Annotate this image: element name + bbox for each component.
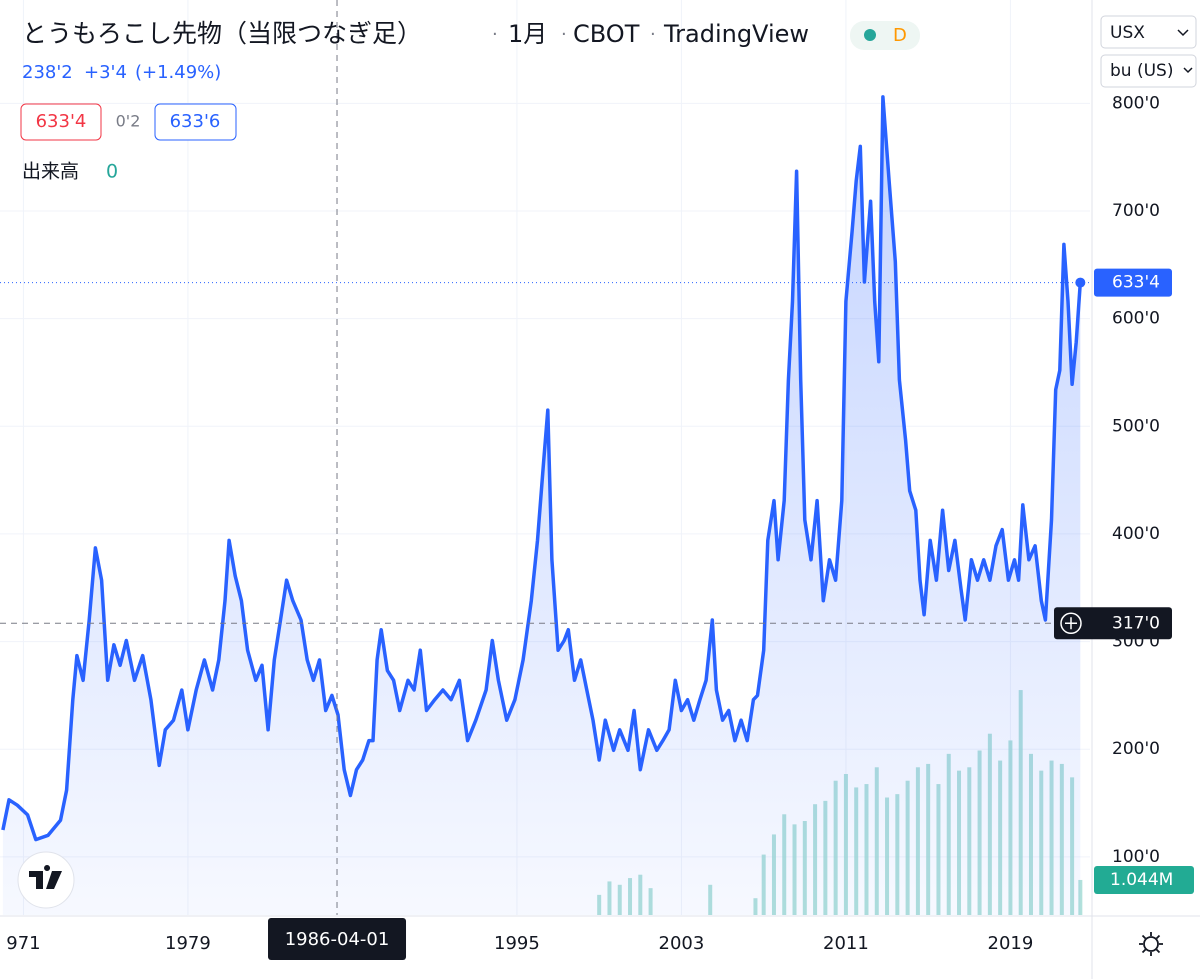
crosshair-date: 1986-04-01 — [285, 929, 390, 950]
x-tick-label: 1979 — [165, 933, 211, 954]
ask-box[interactable] — [154, 103, 237, 141]
tv-logo[interactable] — [17, 851, 75, 909]
price-pane — [0, 95, 1090, 915]
x-tick-label: 1995 — [494, 933, 540, 954]
volume-last-label: 1.044M — [1110, 870, 1173, 890]
last-price-tag — [1094, 268, 1172, 297]
unit: bu (US) — [1110, 61, 1173, 81]
volume-bar — [1078, 879, 1083, 915]
axes: 100'0200'0300'0400'0500'0600'0700'0800'0… — [6, 93, 1194, 954]
bid: 633'4 — [36, 111, 87, 132]
y-tick-label: 600'0 — [1112, 309, 1160, 329]
last-price-label: 633'4 — [1112, 273, 1160, 293]
ask: 633'6 — [170, 111, 221, 132]
change-pct: (+1.49%) — [135, 62, 221, 83]
price-line — [1, 95, 1083, 842]
data-source: TradingView — [663, 20, 809, 48]
volume-legend: 出来高 — [22, 161, 79, 183]
chevron — [1183, 67, 1193, 74]
last-point — [1075, 277, 1086, 288]
crosshair-price: 317'0 — [1112, 613, 1160, 633]
change-price: 238'2 — [22, 62, 73, 83]
exchange: CBOT — [573, 20, 640, 48]
unit-dropdown[interactable] — [1100, 54, 1197, 88]
market-dot — [864, 29, 876, 41]
add-button[interactable] — [1060, 612, 1082, 635]
y-tick-label: 100'0 — [1112, 847, 1160, 867]
tv-logo-mark — [29, 865, 62, 889]
crosshair: 1986-04-01 317'0 — [0, 0, 1172, 960]
separator: · — [561, 24, 567, 45]
crosshair-date-box — [268, 918, 407, 960]
add-icon — [1065, 617, 1077, 630]
chevron — [1177, 29, 1189, 37]
currency-dropdown[interactable] — [1100, 15, 1197, 49]
bid-box[interactable] — [20, 103, 102, 141]
x-tick-label: 2003 — [659, 933, 705, 954]
separator: · — [650, 24, 656, 45]
volume-tag — [1094, 865, 1194, 894]
currency: USX — [1110, 23, 1145, 43]
y-tick-label: 200'0 — [1112, 739, 1160, 759]
settings-gear[interactable] — [1139, 932, 1163, 956]
x-tick-label: 2019 — [988, 933, 1034, 954]
symbol-title: とうもろこし先物（当限つなぎ足） — [22, 19, 422, 48]
spread: 0'2 — [116, 112, 141, 131]
interval: 1月 — [508, 20, 547, 48]
badge-letter: D — [893, 25, 907, 46]
x-tick-label: 2011 — [823, 933, 869, 954]
y-tick-label: 800'0 — [1112, 93, 1160, 113]
y-tick-label: 400'0 — [1112, 524, 1160, 544]
y-tick-label: 700'0 — [1112, 201, 1160, 221]
crosshair-price-box — [1054, 607, 1172, 640]
volume-legend-value: 0 — [106, 161, 118, 183]
x-tick-label: 971 — [6, 933, 40, 954]
separator: · — [492, 24, 498, 45]
y-tick-label: 500'0 — [1112, 416, 1160, 436]
change: +3'4 — [84, 62, 127, 83]
status-badge[interactable] — [850, 21, 920, 50]
